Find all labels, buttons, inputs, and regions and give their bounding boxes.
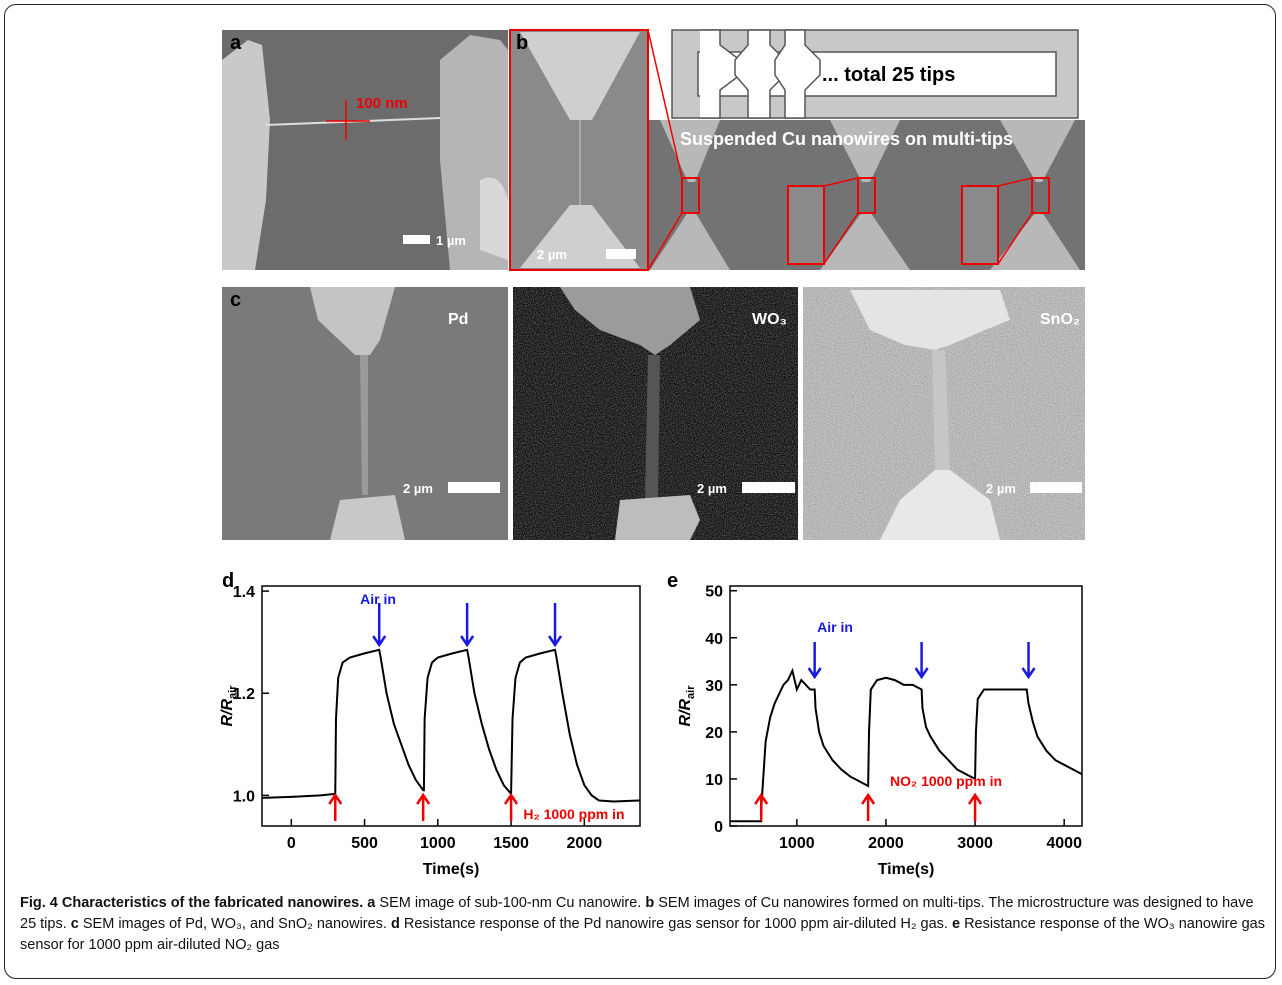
image-title: Suspended Cu nanowires on multi-tips <box>680 129 1013 149</box>
panel-label: b <box>516 32 528 54</box>
gas-in-arrow <box>328 792 343 821</box>
x-axis-label: Time(s) <box>423 861 480 878</box>
y-axis-label-sub: air <box>685 685 697 699</box>
caption-items: a SEM image of sub-100-nm Cu nanowire. b… <box>20 895 1265 953</box>
x-tick-label: 2000 <box>868 835 904 852</box>
scale-label: 1 µm <box>436 233 466 248</box>
y-tick-label: 0 <box>714 819 723 836</box>
air-in-arrow <box>372 603 387 648</box>
caption-label: b <box>645 895 655 911</box>
annotation: NO₂ 1000 ppm in <box>890 773 1002 789</box>
schematic-label: ... total 25 tips <box>822 64 955 86</box>
panel-b: b 2 µm ... total 25 tips Suspended Cu na… <box>509 29 1085 271</box>
y-tick-label: 20 <box>705 725 723 742</box>
caption-label: d <box>391 916 400 932</box>
air-in-arrow <box>1021 642 1036 680</box>
panel-label: d <box>222 570 234 592</box>
scale-label: 2 µm <box>403 481 433 496</box>
annotation: H₂ 1000 ppm in <box>523 806 624 822</box>
material-label: WO₃ <box>752 311 787 328</box>
y-tick-label: 30 <box>705 678 723 695</box>
caption-label: e <box>951 916 961 932</box>
y-tick-label: 40 <box>705 631 723 648</box>
scale-label: 2 µm <box>697 481 727 496</box>
panel-a: a 100 nm 1 µm <box>222 30 508 270</box>
caption-title: Fig. 4 Characteristics of the fabricated… <box>20 895 364 911</box>
caption-text: SEM image of sub-100-nm Cu nanowire. <box>379 895 642 911</box>
scale-label: 2 µm <box>986 481 1016 496</box>
figure: a 100 nm 1 µm b 2 µm ... total 25 tips S… <box>219 29 1085 878</box>
scale-label: 2 µm <box>537 247 567 262</box>
panel-c: c Pd 2 µm WO₃ 2 µm SnO₂ 2 µm <box>222 287 1085 540</box>
data-line <box>261 648 641 803</box>
caption-text: SEM images of Pd, WO₃, and SnO₂ nanowire… <box>82 916 387 932</box>
y-axis-label-sub: air <box>227 685 239 699</box>
x-axis-label: Time(s) <box>878 861 935 878</box>
x-tick-label: 1500 <box>493 835 529 852</box>
annotation: Air in <box>360 591 396 607</box>
gas-in-arrow <box>754 792 769 821</box>
caption-text: Resistance response of the WO₃ nanowire … <box>20 916 1265 953</box>
y-axis-label-main: R/R <box>219 699 236 727</box>
y-tick-label: 50 <box>705 584 723 601</box>
gas-in-arrow <box>416 792 431 821</box>
gas-in-arrow <box>968 792 983 821</box>
panel-label: a <box>230 32 242 54</box>
y-tick-label: 1.4 <box>233 584 255 601</box>
x-tick-label: 2000 <box>567 835 603 852</box>
figure-frame <box>4 4 1276 979</box>
air-in-arrow <box>460 603 475 648</box>
x-tick-label: 1000 <box>779 835 815 852</box>
y-axis-label: R/Rair <box>219 685 239 727</box>
air-in-arrow <box>914 642 929 680</box>
annotation: 100 nm <box>356 95 408 112</box>
caption-label: a <box>367 895 376 911</box>
y-tick-label: 10 <box>705 772 723 789</box>
charts: 0 500 1000 1500 20001.01.21.4dTime(s)R/RairA… <box>219 570 1083 878</box>
air-in-arrow <box>807 642 822 680</box>
air-in-arrow <box>547 603 563 648</box>
x-tick-label: 4000 <box>1046 835 1082 852</box>
annotation: Air in <box>817 619 853 635</box>
x-tick-label: 0 <box>287 835 296 852</box>
caption-text: Resistance response of the Pd nanowire g… <box>403 916 948 932</box>
plot-frame <box>261 585 641 827</box>
material-label: SnO₂ <box>1040 311 1080 328</box>
plot-frame <box>729 585 1083 827</box>
caption-text: SEM images of Cu nanowires formed on mul… <box>20 895 1254 932</box>
gas-in-arrow <box>504 792 519 821</box>
x-tick-label: 500 <box>351 835 378 852</box>
caption: Fig. 4 Characteristics of the fabricated… <box>20 893 1265 956</box>
x-tick-label: 3000 <box>957 835 993 852</box>
y-axis-label-main: R/R <box>677 699 694 727</box>
material-label: Pd <box>448 311 468 328</box>
x-tick-label: 1000 <box>420 835 456 852</box>
panel-label: e <box>667 570 678 592</box>
gas-in-arrow <box>861 792 876 821</box>
data-line <box>730 667 1083 823</box>
panel-label: c <box>230 289 241 311</box>
y-tick-label: 1.2 <box>233 686 255 703</box>
y-tick-label: 1.0 <box>233 788 255 805</box>
y-axis-label: R/Rair <box>677 685 697 727</box>
caption-label: c <box>70 916 79 932</box>
